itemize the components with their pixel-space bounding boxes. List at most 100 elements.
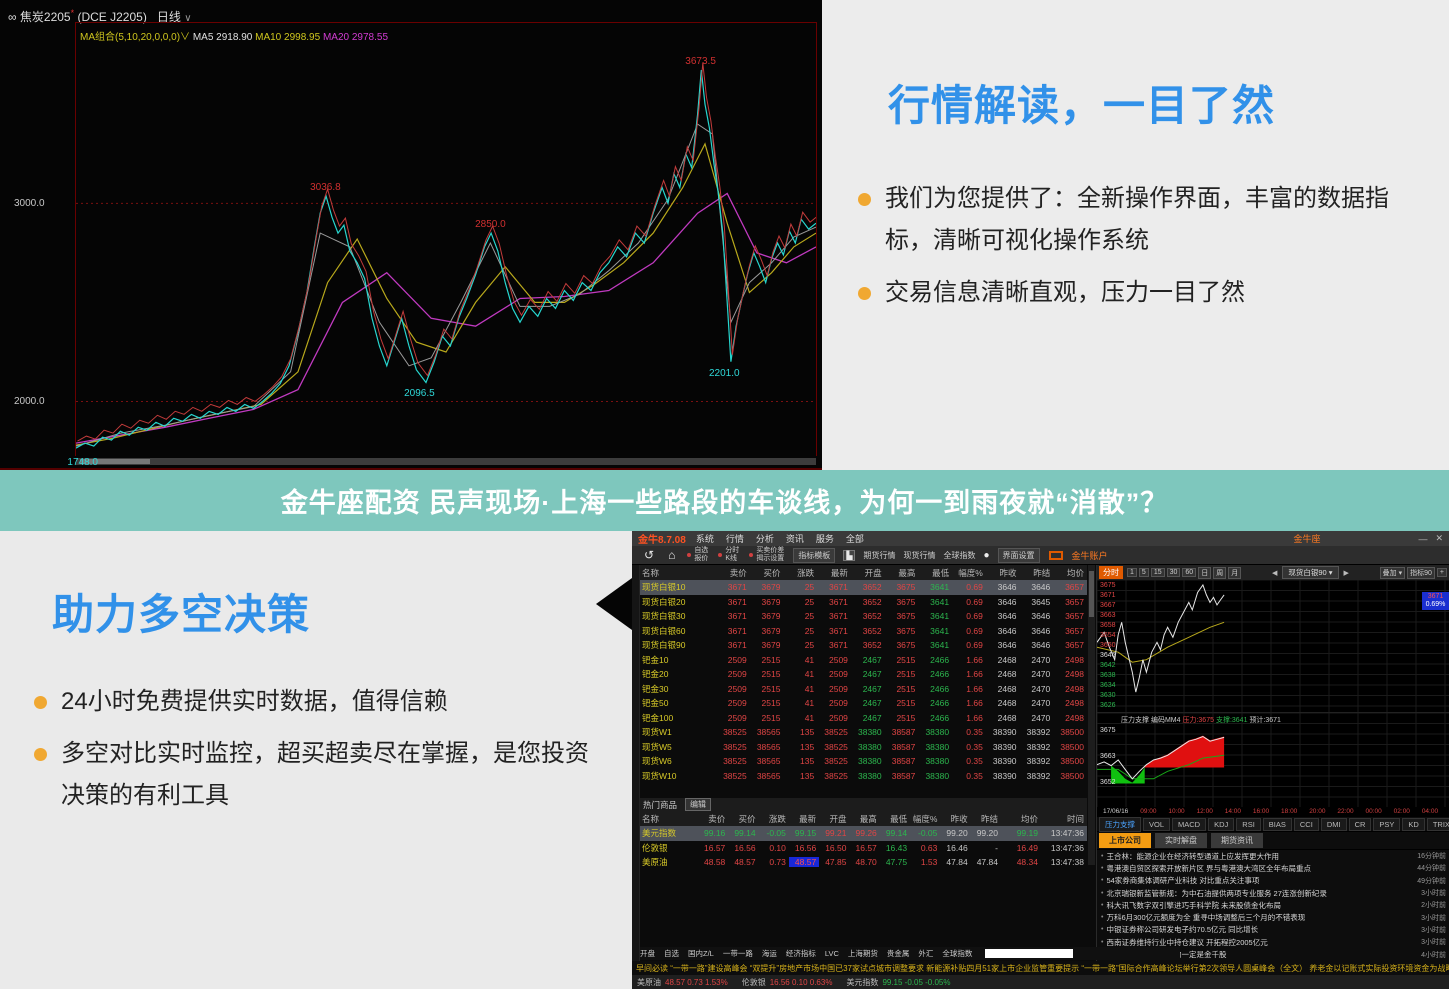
quote-link[interactable]: 全球指数 [943,550,976,560]
close-icon[interactable]: ✕ [1435,533,1443,543]
period-button[interactable]: 周 [1213,566,1227,579]
indicator-tab[interactable]: VOL [1143,817,1171,831]
edit-button[interactable]: 编辑 [685,798,712,811]
table-row[interactable]: 现货白银20 3671 3679 25 3671 3652 3675 3641 0.69 3646… [642,596,1084,607]
table-scrollbar[interactable] [1088,565,1095,865]
news-tab[interactable]: 上市公司 [1099,833,1151,848]
footer-nav-item[interactable]: 经济指标 [785,949,816,958]
menu-item[interactable]: 全部 [845,534,864,544]
news-item[interactable]: • 中银证券称公司研发电子约70.5亿元 同比增长 3小时前 [1101,925,1446,935]
menu-item[interactable]: 行情 [725,534,744,544]
toolbar-toggle-group[interactable]: 买卖价差 揭示设置 [749,547,784,563]
indicator-tab[interactable]: KDJ [1208,817,1235,831]
footer-nav-item[interactable]: LVC [824,949,839,958]
screen-icon[interactable] [1048,550,1063,560]
news-item[interactable]: • 西南证券维持行业中持仓建议 开拓程控2005亿元 3小时前 [1101,937,1446,947]
news-item[interactable]: • 王合林：能源企业在经济转型通道上应发挥更大作用 16分钟前 [1101,851,1446,861]
table-row[interactable]: 钯金20 2509 2515 41 2509 2467 2515 2466 1.66 2468 24… [642,669,1084,680]
menu-item[interactable]: 分析 [755,534,774,544]
news-item[interactable]: • 北京瑞银新监管新规：为中石油提供两项专业服务 27连涨创新纪录 3小时前 [1101,888,1446,898]
chart-option-button[interactable]: 指标90 [1407,566,1435,579]
footer-nav-item[interactable]: 上海期货 [847,949,878,958]
indicator-tab[interactable]: TRIX [1426,817,1449,831]
footer-nav-item[interactable]: 自选 [664,949,679,958]
indicator-tab[interactable]: CCI [1293,817,1319,831]
quote-link[interactable]: 现货行情 [903,550,936,560]
period-selector[interactable]: 日线 ∨ [156,10,192,24]
period-button[interactable]: 15 [1150,568,1165,577]
next-arrow-icon[interactable]: ▶ [1343,569,1349,577]
footer-nav-item[interactable]: 全球指数 [942,949,973,958]
bottom-promo-section: 助力多空决策 24小时免费提供实时数据，值得信赖 多空对比实时监控，超买超卖尽在掌… [0,531,632,989]
headline-text[interactable]: 金牛座配资 民声现场·上海一些路段的车谈线，为何一到雨夜就“消散”？ [280,488,1169,518]
timeframe-button-active[interactable]: 分时 [1099,566,1123,579]
account-link[interactable]: 金牛座 [1293,534,1321,544]
toolbar-toggle-group[interactable]: 自选 报价 [687,547,708,563]
news-item[interactable]: • 万科6月300亿元额度为全 重寻中场调整后三个月的不错表现 3小时前 [1101,913,1446,923]
news-item[interactable]: • 科大讯飞数字双引擎进巧手科学院 未来股债金化布局 2小时前 [1101,900,1446,910]
news-item[interactable]: • 54家券商集体调研产业科技 对比重点关注事项 49分钟前 [1101,876,1446,886]
period-button[interactable]: 30 [1166,568,1181,577]
period-button[interactable]: 月 [1228,566,1242,579]
table-row[interactable]: 现货W6 38525 38565 135 38525 38380 38587 38380 0.3… [642,756,1084,767]
table-row[interactable]: 美元指数 99.16 99.14 -0.05 99.15 99.21 99.26 99.14-… [640,826,1087,841]
indicator-tab[interactable]: MACD [1172,817,1207,831]
chart-scrollbar[interactable] [76,458,816,465]
footer-nav-item[interactable]: 外汇 [918,949,934,958]
contract-dropdown[interactable]: 现货白银90 ▾ [1282,566,1339,579]
menu-item[interactable]: 服务 [815,534,834,544]
table-row[interactable]: 现货W5 38525 38565 135 38525 38380 38587 38380 0.3… [642,741,1084,752]
footer-nav-item[interactable]: 开盘 [640,949,655,958]
indicator-tab[interactable]: CR [1348,817,1372,831]
table-row[interactable]: 现货W10 38525 38565 135 38525 38380 38587 38380 0.… [642,770,1084,781]
chart-option-button[interactable]: 叠加 ▾ [1379,566,1406,579]
table-row[interactable]: 现货白银10 3671 3679 25 3671 3652 3675 3641 0.69 3646… [640,580,1087,595]
footer-nav-item[interactable]: 贵金属 [886,949,910,958]
chart-symbol-header[interactable]: ∞ 焦炭2205* (DCE J2205) 日线 ∨ [8,8,192,25]
table-row[interactable]: 钯金50 2509 2515 41 2509 2467 2515 2466 1.66 2468 24… [642,698,1084,709]
back-icon[interactable]: ↺ [644,548,655,562]
table-row[interactable]: 伦敦银 16.57 16.56 0.10 16.56 16.50 16.57 16.43 0.6… [642,842,1084,853]
scrollbar-thumb[interactable] [80,459,150,464]
table-row[interactable]: 现货W1 38525 38565 135 38525 38380 38587 38380 0.3… [642,727,1084,738]
indicator-tab[interactable]: DMI [1320,817,1347,831]
footer-search-input[interactable] [985,949,1074,958]
ma-combo[interactable]: MA组合(5,10,20,0,0,0)∨ [80,32,191,43]
news-item[interactable]: • 粤港澳自贸区探索开放新片区 界与粤港澳大湾区全年布局重点 44分钟前 [1101,863,1446,873]
indicator-tab[interactable]: RSI [1236,817,1261,831]
news-tab[interactable]: 实时解盘 [1155,833,1207,848]
footer-nav-item[interactable]: 国内Z/L [688,949,714,958]
indicator-template-button[interactable]: 指标模板 [793,547,836,563]
period-button[interactable]: 日 [1198,566,1212,579]
home-icon[interactable]: ⌂ [668,548,676,562]
chart-icon[interactable]: ▙ [843,549,856,561]
footer-nav-item[interactable]: 海运 [761,949,777,958]
indicator-tab[interactable]: 压力支撑 [1099,816,1141,832]
minimize-icon[interactable]: — [1418,533,1428,544]
table-row[interactable]: 现货白银90 3671 3679 25 3671 3652 3675 3641 0.69 3646… [642,640,1084,651]
period-button[interactable]: 60 [1182,568,1197,577]
menu-item[interactable]: 资讯 [785,534,804,544]
indicator-tab[interactable]: BIAS [1262,817,1292,831]
indicator-tab[interactable]: PSY [1373,817,1401,831]
chart-option-button[interactable]: + [1436,568,1448,577]
footer-nav-item[interactable]: 一带一路 [722,949,753,958]
droplet-icon[interactable]: ● [983,549,990,561]
table-row[interactable]: 钯金100 2509 2515 41 2509 2467 2515 2466 1.66 2468 2… [642,712,1084,723]
table-row[interactable]: 现货白银60 3671 3679 25 3671 3652 3675 3641 0.69 3646… [642,625,1084,636]
table-row[interactable]: 美原油 48.58 48.57 0.73 48.57 47.85 48.70 47.75 1.5… [642,857,1084,868]
table-row[interactable]: 钯金10 2509 2515 41 2509 2467 2515 2466 1.66 2468 24… [642,654,1084,665]
toolbar-toggle-group[interactable]: 分时 K线 [718,547,739,563]
menu-item[interactable]: 系统 [695,534,714,544]
period-button[interactable]: 1 [1127,568,1137,577]
news-tab[interactable]: 期货资讯 [1211,833,1263,848]
table-row[interactable]: 钯金30 2509 2515 41 2509 2467 2515 2466 1.66 2468 24… [642,683,1084,694]
table-row[interactable]: 现货白银30 3671 3679 25 3671 3652 3675 3641 0.69 3646… [642,611,1084,622]
period-button[interactable]: 5 [1138,568,1149,577]
quote-link[interactable]: 期货行情 [863,550,896,560]
scrollbar-thumb[interactable] [1089,571,1094,617]
indicator-tab[interactable]: KD [1402,817,1425,831]
ui-settings-button[interactable]: 界面设置 [997,547,1040,563]
account-button[interactable]: 金牛账户 [1071,550,1108,561]
prev-arrow-icon[interactable]: ◀ [1271,569,1278,577]
